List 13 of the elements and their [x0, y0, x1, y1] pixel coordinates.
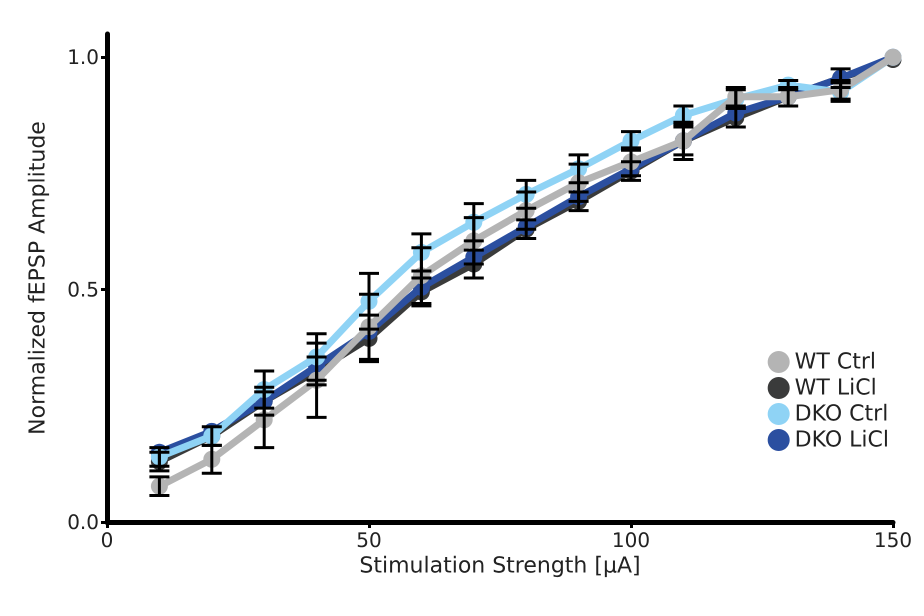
y-tick-label: 0.0: [67, 510, 99, 534]
x-axis-title: Stimulation Strength [μA]: [359, 553, 641, 578]
x-tick-label: 50: [356, 528, 382, 552]
legend-label: DKO LiCl: [794, 428, 890, 452]
x-tick-label: 150: [874, 528, 912, 552]
x-tick-label: 0: [100, 528, 114, 552]
legend-label: WT LiCl: [794, 376, 877, 400]
y-axis-title: Normalized fEPSP Amplitude: [26, 121, 50, 435]
y-tick-label: 1.0: [67, 45, 99, 70]
x-tick-label: 100: [612, 528, 650, 552]
legend-label: DKO Ctrl: [794, 402, 888, 426]
legend-label: WT Ctrl: [794, 350, 876, 374]
y-tick-label: 0.5: [67, 278, 99, 302]
